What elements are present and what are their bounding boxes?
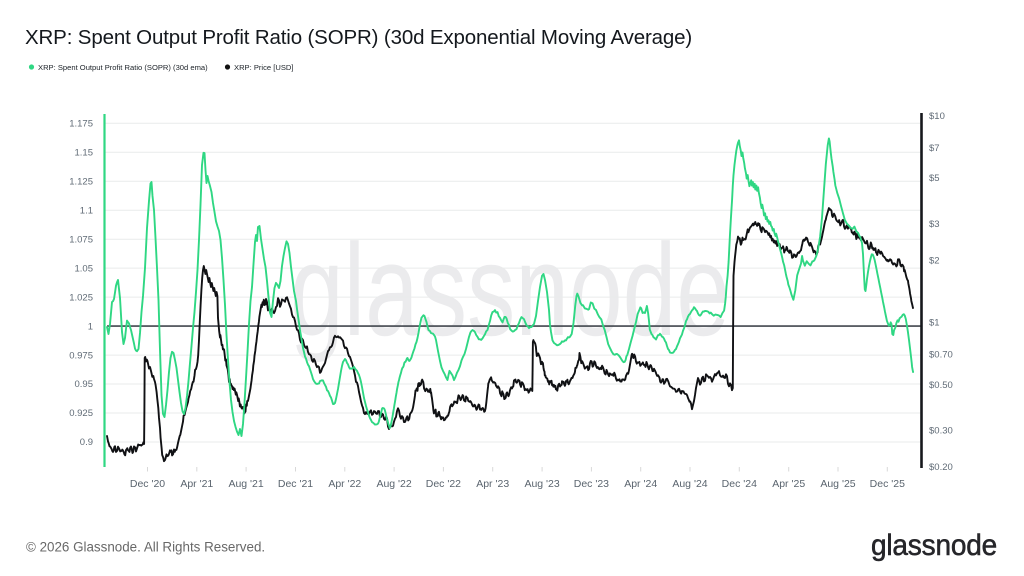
svg-text:$2: $2	[929, 255, 940, 266]
svg-text:Dec '23: Dec '23	[574, 478, 609, 490]
svg-text:$0.50: $0.50	[929, 380, 953, 391]
svg-text:0.975: 0.975	[69, 350, 93, 361]
svg-text:Apr '23: Apr '23	[476, 478, 509, 490]
svg-text:Aug '25: Aug '25	[820, 478, 855, 490]
svg-text:1: 1	[88, 321, 93, 332]
svg-text:Apr '24: Apr '24	[624, 478, 657, 490]
svg-text:1.025: 1.025	[69, 292, 93, 303]
svg-text:glassnode: glassnode	[871, 529, 997, 562]
svg-text:Aug '23: Aug '23	[524, 478, 559, 490]
svg-text:1.1: 1.1	[80, 205, 93, 216]
svg-text:Dec '24: Dec '24	[722, 478, 757, 490]
svg-text:XRP: Spent Output Profit Ratio: XRP: Spent Output Profit Ratio (SOPR) (3…	[25, 26, 692, 49]
svg-text:1.125: 1.125	[69, 176, 93, 187]
svg-text:Dec '25: Dec '25	[870, 478, 905, 490]
svg-text:$0.70: $0.70	[929, 350, 953, 361]
svg-text:1.075: 1.075	[69, 234, 93, 245]
svg-text:Apr '25: Apr '25	[772, 478, 805, 490]
svg-text:$0.20: $0.20	[929, 462, 953, 473]
svg-text:Dec '22: Dec '22	[426, 478, 461, 490]
svg-text:$7: $7	[929, 143, 940, 154]
svg-text:Dec '21: Dec '21	[278, 478, 313, 490]
svg-text:Aug '21: Aug '21	[228, 478, 263, 490]
svg-text:$3: $3	[929, 219, 940, 230]
svg-text:XRP: Spent Output Profit Ratio: XRP: Spent Output Profit Ratio (SOPR) (3…	[38, 63, 208, 72]
svg-text:$1: $1	[929, 318, 940, 329]
svg-text:Dec '20: Dec '20	[130, 478, 165, 490]
svg-text:$0.30: $0.30	[929, 426, 953, 437]
svg-text:Apr '22: Apr '22	[328, 478, 361, 490]
svg-text:0.95: 0.95	[75, 379, 94, 390]
svg-text:$5: $5	[929, 173, 940, 184]
svg-text:$10: $10	[929, 111, 945, 122]
svg-text:Apr '21: Apr '21	[180, 478, 213, 490]
svg-text:0.925: 0.925	[69, 408, 93, 419]
svg-text:1.05: 1.05	[75, 263, 94, 274]
svg-text:0.9: 0.9	[80, 437, 93, 448]
svg-text:1.15: 1.15	[75, 148, 94, 159]
svg-text:XRP: Price [USD]: XRP: Price [USD]	[234, 63, 294, 72]
svg-text:1.175: 1.175	[69, 119, 93, 130]
svg-text:Aug '24: Aug '24	[672, 478, 707, 490]
svg-text:Aug '22: Aug '22	[376, 478, 411, 490]
svg-text:© 2026 Glassnode. All Rights R: © 2026 Glassnode. All Rights Reserved.	[26, 540, 265, 555]
